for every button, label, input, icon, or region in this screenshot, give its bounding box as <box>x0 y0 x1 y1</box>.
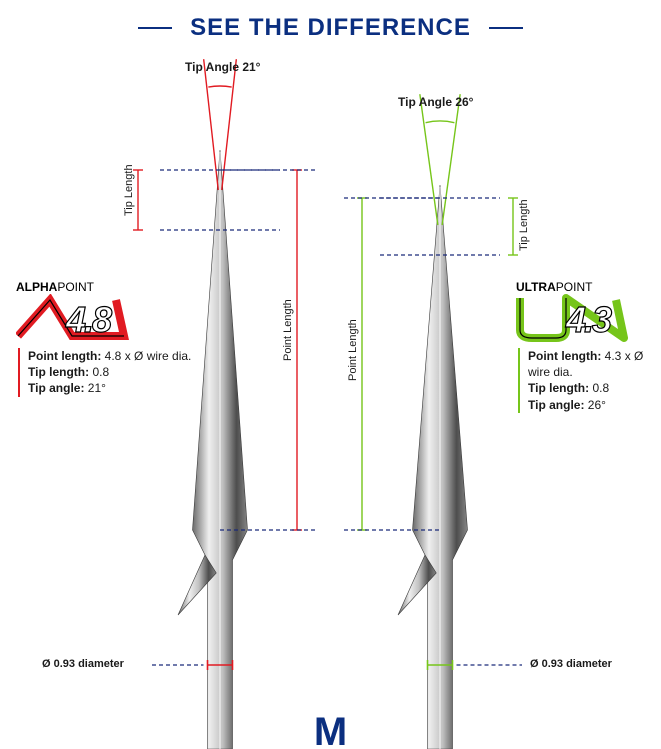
alpha-version-text: 4.8 <box>65 299 112 340</box>
ultra-brand-bottom: POINT <box>556 280 593 294</box>
alpha-spec-tip-length: Tip length: 0.8 <box>28 364 191 380</box>
alpha-diameter-label: Ø 0.93 diameter <box>42 658 124 670</box>
alpha-tip-length-label: Tip Length <box>123 155 135 225</box>
alpha-brand-bottom: POINT <box>57 280 94 294</box>
ultra-diameter-label: Ø 0.93 diameter <box>530 658 612 670</box>
brand-m-logo: M <box>0 710 661 749</box>
ultra-spec-point-length: Point length: 4.3 x Ø wire dia. <box>528 348 661 380</box>
ultra-tip-length-label: Tip Length <box>518 190 530 260</box>
ultra-spec-block: Point length: 4.3 x Ø wire dia. Tip leng… <box>518 348 661 413</box>
alpha-spec-point-length: Point length: 4.8 x Ø wire dia. <box>28 348 191 364</box>
ultra-brand-top: ULTRA <box>516 280 556 294</box>
ultra-tip-angle-callout: Tip Angle 26° <box>398 95 473 109</box>
alpha-point-length-label: Point Length <box>282 280 294 380</box>
ultra-brand-block: ULTRAPOINT 4.3 <box>516 280 646 347</box>
alpha-brand-block: ALPHAPOINT 4.8 <box>16 280 146 347</box>
comparison-diagram: SEE THE DIFFERENCE Tip Angle <box>0 0 661 749</box>
ultra-spec-tip-angle: Tip angle: 26° <box>528 397 661 413</box>
alpha-brand-label: ALPHAPOINT <box>16 280 146 294</box>
alpha-spec-tip-angle: Tip angle: 21° <box>28 380 191 396</box>
ultra-point-length-label: Point Length <box>347 300 359 400</box>
alpha-brand-top: ALPHA <box>16 280 57 294</box>
ultra-brand-label: ULTRAPOINT <box>516 280 646 294</box>
alpha-brand-logo: 4.8 <box>16 294 136 342</box>
alpha-spec-block: Point length: 4.8 x Ø wire dia. Tip leng… <box>18 348 191 397</box>
ultra-spec-tip-length: Tip length: 0.8 <box>528 380 661 396</box>
alpha-tip-angle-callout: Tip Angle 21° <box>185 60 260 74</box>
ultra-brand-logo: 4.3 <box>516 294 636 342</box>
ultra-version-text: 4.3 <box>565 299 612 340</box>
